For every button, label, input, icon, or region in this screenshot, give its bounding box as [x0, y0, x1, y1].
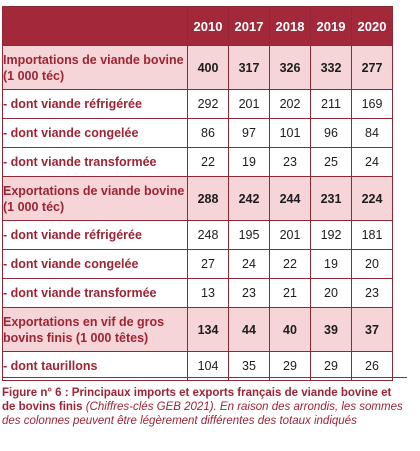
value-cell: 24 — [228, 249, 270, 279]
value-cell: 192 — [310, 220, 352, 250]
value-cell: 84 — [351, 118, 393, 148]
value-cell: 20 — [351, 249, 393, 279]
table-header-row: 2010 2017 2018 2019 2020 — [2, 6, 393, 46]
value-cell: 211 — [310, 89, 352, 119]
value-cell: 288 — [187, 176, 229, 221]
value-cell: 26 — [351, 351, 393, 381]
caption-title: Figure n° 6 : Principaux imports et expo… — [2, 387, 392, 413]
value-cell: 292 — [187, 89, 229, 119]
value-cell: 400 — [187, 45, 229, 90]
row-label: Exportations de viande bovine (1 000 téc… — [2, 176, 188, 221]
value-cell: 244 — [269, 176, 311, 221]
year-header: 2017 — [228, 6, 270, 46]
caption-note: (Chiffres-clés GEB 2021). En raison des … — [2, 401, 403, 427]
value-cell: 195 — [228, 220, 270, 250]
value-cell: 25 — [310, 147, 352, 177]
table-row-detail: - dont viande réfrigérée 248 195 201 192 181 — [2, 220, 393, 250]
value-cell: 231 — [310, 176, 352, 221]
value-cell: 277 — [351, 45, 393, 90]
value-cell: 19 — [310, 249, 352, 279]
value-cell: 21 — [269, 278, 311, 308]
row-label: - dont viande réfrigérée — [2, 89, 188, 119]
value-cell: 332 — [310, 45, 352, 90]
year-header: 2018 — [269, 6, 311, 46]
row-label: - dont viande congelée — [2, 118, 188, 148]
value-cell: 169 — [351, 89, 393, 119]
table-row-detail: - dont viande réfrigérée 292 201 202 211 169 — [2, 89, 393, 119]
value-cell: 101 — [269, 118, 311, 148]
row-label: - dont taurillons — [2, 351, 188, 381]
value-cell: 24 — [351, 147, 393, 177]
year-header: 2020 — [351, 6, 393, 46]
value-cell: 22 — [269, 249, 311, 279]
value-cell: 326 — [269, 45, 311, 90]
table-row-detail: - dont viande congelée 27 24 22 19 20 — [2, 249, 393, 279]
row-label: Importations de viande bovine (1 000 téc… — [2, 45, 188, 90]
value-cell: 201 — [269, 220, 311, 250]
row-label: - dont viande transformée — [2, 147, 188, 177]
value-cell: 19 — [228, 147, 270, 177]
value-cell: 23 — [228, 278, 270, 308]
table-row-total: Exportations en vif de gros bovins finis… — [2, 307, 393, 352]
value-cell: 23 — [351, 278, 393, 308]
value-cell: 27 — [187, 249, 229, 279]
row-label: - dont viande réfrigérée — [2, 220, 188, 250]
row-label: - dont viande transformée — [2, 278, 188, 308]
value-cell: 96 — [310, 118, 352, 148]
value-cell: 13 — [187, 278, 229, 308]
value-cell: 22 — [187, 147, 229, 177]
trade-table: 2010 2017 2018 2019 2020 Importations de… — [2, 6, 393, 381]
value-cell: 86 — [187, 118, 229, 148]
table-row-total: Exportations de viande bovine (1 000 téc… — [2, 176, 393, 221]
value-cell: 317 — [228, 45, 270, 90]
value-cell: 202 — [269, 89, 311, 119]
table-row-total: Importations de viande bovine (1 000 téc… — [2, 45, 393, 90]
value-cell: 181 — [351, 220, 393, 250]
value-cell: 29 — [310, 351, 352, 381]
value-cell: 23 — [269, 147, 311, 177]
value-cell: 20 — [310, 278, 352, 308]
header-corner-cell — [2, 6, 188, 46]
row-label: - dont viande congelée — [2, 249, 188, 279]
value-cell: 39 — [310, 307, 352, 352]
value-cell: 44 — [228, 307, 270, 352]
table-row-detail: - dont taurillons 104 35 29 29 26 — [2, 351, 393, 381]
value-cell: 134 — [187, 307, 229, 352]
value-cell: 242 — [228, 176, 270, 221]
caption-divider — [2, 377, 407, 378]
row-label: Exportations en vif de gros bovins finis… — [2, 307, 188, 352]
table-row-detail: - dont viande congelée 86 97 101 96 84 — [2, 118, 393, 148]
table-row-detail: - dont viande transformée 13 23 21 20 23 — [2, 278, 393, 308]
figure-caption: Figure n° 6 : Principaux imports et expo… — [2, 386, 407, 428]
year-header: 2019 — [310, 6, 352, 46]
value-cell: 224 — [351, 176, 393, 221]
value-cell: 40 — [269, 307, 311, 352]
value-cell: 97 — [228, 118, 270, 148]
value-cell: 201 — [228, 89, 270, 119]
value-cell: 248 — [187, 220, 229, 250]
value-cell: 37 — [351, 307, 393, 352]
table-row-detail: - dont viande transformée 22 19 23 25 24 — [2, 147, 393, 177]
year-header: 2010 — [187, 6, 229, 46]
value-cell: 35 — [228, 351, 270, 381]
